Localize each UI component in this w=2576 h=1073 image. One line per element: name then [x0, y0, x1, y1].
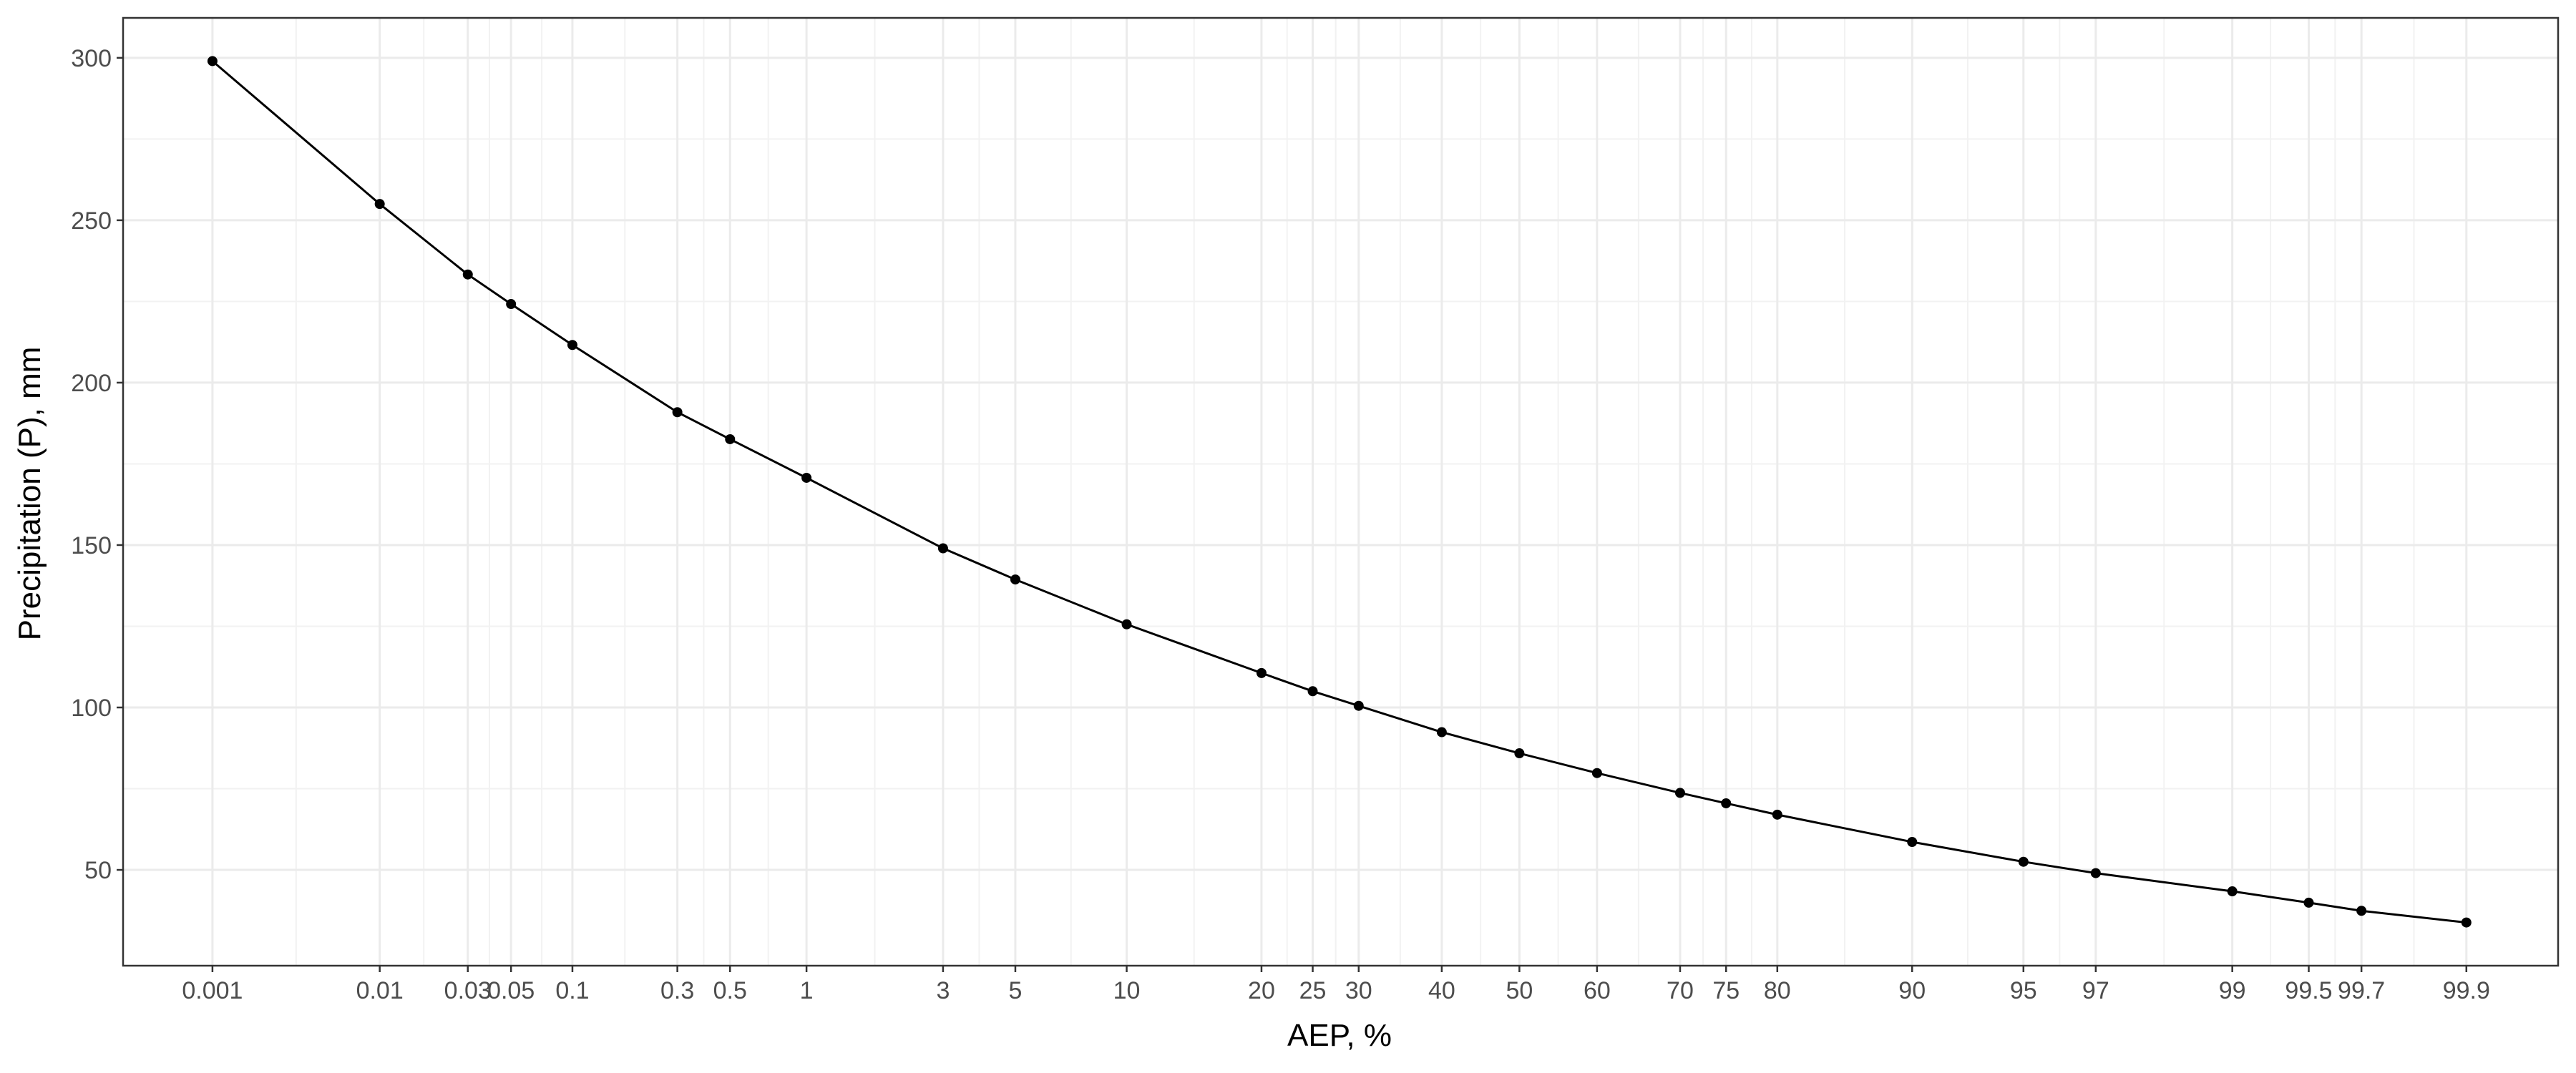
x-tick-label: 0.01 [356, 977, 404, 1004]
x-tick-label: 80 [1764, 977, 1791, 1004]
x-tick-label: 60 [1584, 977, 1611, 1004]
x-tick-label: 0.1 [555, 977, 589, 1004]
point [2227, 886, 2238, 897]
x-tick-label: 0.5 [713, 977, 747, 1004]
y-tick-label: 250 [71, 207, 112, 235]
point [2303, 897, 2314, 908]
point [1591, 768, 1602, 778]
x-tick-label: 99.9 [2443, 977, 2490, 1004]
x-tick-label: 40 [1428, 977, 1455, 1004]
x-tick-label: 97 [2082, 977, 2109, 1004]
x-tick-label: 20 [1248, 977, 1275, 1004]
point [1353, 700, 1364, 711]
x-tick-label: 75 [1712, 977, 1740, 1004]
point [207, 56, 218, 67]
point [2356, 906, 2367, 916]
point [2090, 868, 2101, 878]
point [801, 472, 812, 483]
x-tick-label: 3 [936, 977, 950, 1004]
x-tick-label: 99.5 [2285, 977, 2332, 1004]
x-tick-label: 10 [1113, 977, 1141, 1004]
point [506, 299, 517, 310]
y-tick-label: 300 [71, 45, 112, 72]
x-tick-label: 30 [1345, 977, 1372, 1004]
y-tick-label: 100 [71, 695, 112, 722]
point [2018, 856, 2029, 867]
point [567, 340, 577, 351]
x-tick-label: 70 [1667, 977, 1694, 1004]
point [1772, 809, 1782, 820]
point [937, 543, 948, 554]
x-tick-label: 5 [1008, 977, 1022, 1004]
panel-background [123, 18, 2558, 966]
point [672, 407, 683, 418]
point [1436, 727, 1447, 738]
point [1121, 619, 1132, 629]
point [1907, 836, 1918, 847]
x-tick-label: 50 [1506, 977, 1533, 1004]
x-tick-label: 0.3 [660, 977, 694, 1004]
y-tick-label: 200 [71, 370, 112, 397]
x-tick-label: 25 [1299, 977, 1327, 1004]
x-tick-label: 0.001 [182, 977, 243, 1004]
point [725, 433, 736, 444]
point [462, 269, 473, 280]
x-tick-label: 1 [800, 977, 814, 1004]
point [2461, 917, 2472, 928]
panel-border [122, 16, 2560, 967]
y-tick-label: 50 [84, 857, 112, 884]
point [1256, 667, 1267, 678]
x-tick-label: 0.03 [444, 977, 492, 1004]
x-tick-label: 99.7 [2338, 977, 2385, 1004]
point [1721, 798, 1732, 808]
point [1674, 788, 1685, 798]
y-axis-title: Precipitation (P), mm [12, 347, 47, 641]
point [374, 199, 385, 210]
x-axis-title: AEP, % [1287, 1018, 1392, 1053]
point [1010, 574, 1020, 585]
y-tick-label: 150 [71, 532, 112, 559]
point [1307, 686, 1318, 697]
x-tick-label: 99 [2219, 977, 2246, 1004]
x-tick-label: 0.05 [487, 977, 535, 1004]
x-tick-label: 90 [1898, 977, 1926, 1004]
point [1514, 748, 1525, 759]
x-tick-label: 95 [2010, 977, 2037, 1004]
